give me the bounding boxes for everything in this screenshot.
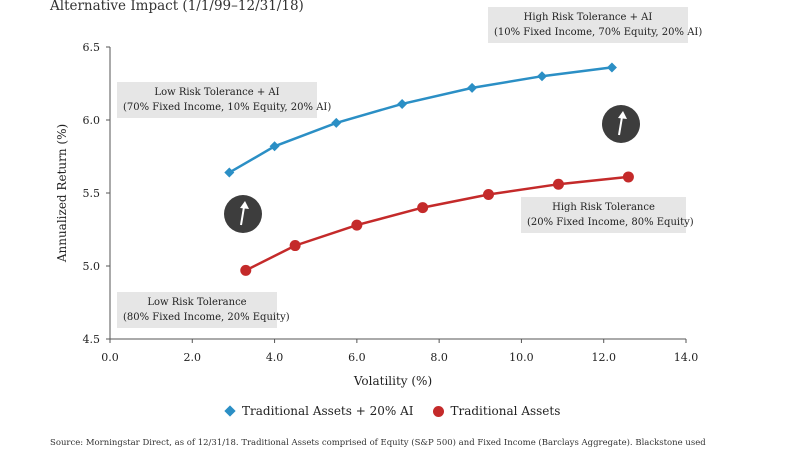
data-point-traditional — [240, 264, 252, 276]
y-tick-label: 5.0 — [83, 260, 101, 273]
x-axis-label: Volatility (%) — [353, 374, 432, 388]
x-tick-label: 0.0 — [101, 351, 119, 364]
callout-high-risk-ai: High Risk Tolerance + AI (10% Fixed Inco… — [488, 7, 703, 43]
data-point-ai — [331, 117, 342, 128]
legend-label-ai: Traditional Assets + 20% AI — [242, 404, 414, 418]
legend-label-traditional: Traditional Assets — [450, 404, 561, 418]
data-point-ai — [606, 62, 617, 73]
callout-detail: (80% Fixed Income, 20% Equity) — [123, 312, 290, 323]
x-tick-label: 14.0 — [674, 351, 699, 364]
callout-heading: Low Risk Tolerance — [147, 297, 247, 308]
chart-legend: Traditional Assets + 20% AI Traditional … — [224, 402, 580, 420]
data-point-ai — [269, 141, 280, 152]
data-point-traditional — [483, 188, 495, 200]
callout-low-risk: Low Risk Tolerance (80% Fixed Income, 20… — [117, 292, 290, 328]
x-tick-label: 2.0 — [184, 351, 202, 364]
y-tick-label: 6.0 — [83, 114, 101, 127]
callout-heading: High Risk Tolerance — [552, 202, 655, 213]
data-point-ai — [224, 167, 235, 178]
data-point-traditional — [289, 240, 301, 252]
y-tick-label: 6.5 — [83, 41, 101, 54]
y-tick-label: 5.5 — [83, 187, 101, 200]
chart-title: Alternative Impact (1/1/99–12/31/18) — [50, 0, 304, 14]
data-point-traditional — [351, 219, 363, 231]
data-point-traditional — [417, 202, 429, 214]
diamond-marker-icon — [224, 405, 236, 417]
callout-detail: (20% Fixed Income, 80% Equity) — [527, 217, 694, 228]
x-tick-label: 10.0 — [509, 351, 534, 364]
y-axis-label: Annualized Return (%) — [55, 124, 69, 263]
data-point-ai — [397, 98, 408, 109]
callout-heading: Low Risk Tolerance + AI — [154, 87, 280, 98]
callout-high-risk: High Risk Tolerance (20% Fixed Income, 8… — [521, 197, 694, 233]
callout-heading: High Risk Tolerance + AI — [523, 12, 653, 23]
data-point-ai — [467, 82, 478, 93]
up-arrow-icon — [602, 105, 640, 143]
x-tick-label: 8.0 — [430, 351, 448, 364]
callout-detail: (70% Fixed Income, 10% Equity, 20% AI) — [123, 102, 332, 113]
legend-item-traditional: Traditional Assets — [433, 404, 560, 418]
legend-item-ai: Traditional Assets + 20% AI — [224, 404, 413, 418]
callout-detail: (10% Fixed Income, 70% Equity, 20% AI) — [494, 27, 703, 38]
data-point-ai — [537, 71, 547, 82]
callout-low-risk-ai: Low Risk Tolerance + AI (70% Fixed Incom… — [117, 82, 332, 118]
x-tick-label: 6.0 — [348, 351, 366, 364]
x-tick-label: 12.0 — [591, 351, 616, 364]
source-note: Source: Morningstar Direct, as of 12/31/… — [50, 438, 706, 448]
circle-marker-icon — [433, 405, 445, 417]
up-arrow-icon — [224, 195, 262, 233]
y-tick-label: 4.5 — [83, 333, 101, 346]
data-point-traditional — [622, 171, 634, 183]
x-tick-label: 4.0 — [266, 351, 284, 364]
data-point-traditional — [552, 178, 564, 190]
